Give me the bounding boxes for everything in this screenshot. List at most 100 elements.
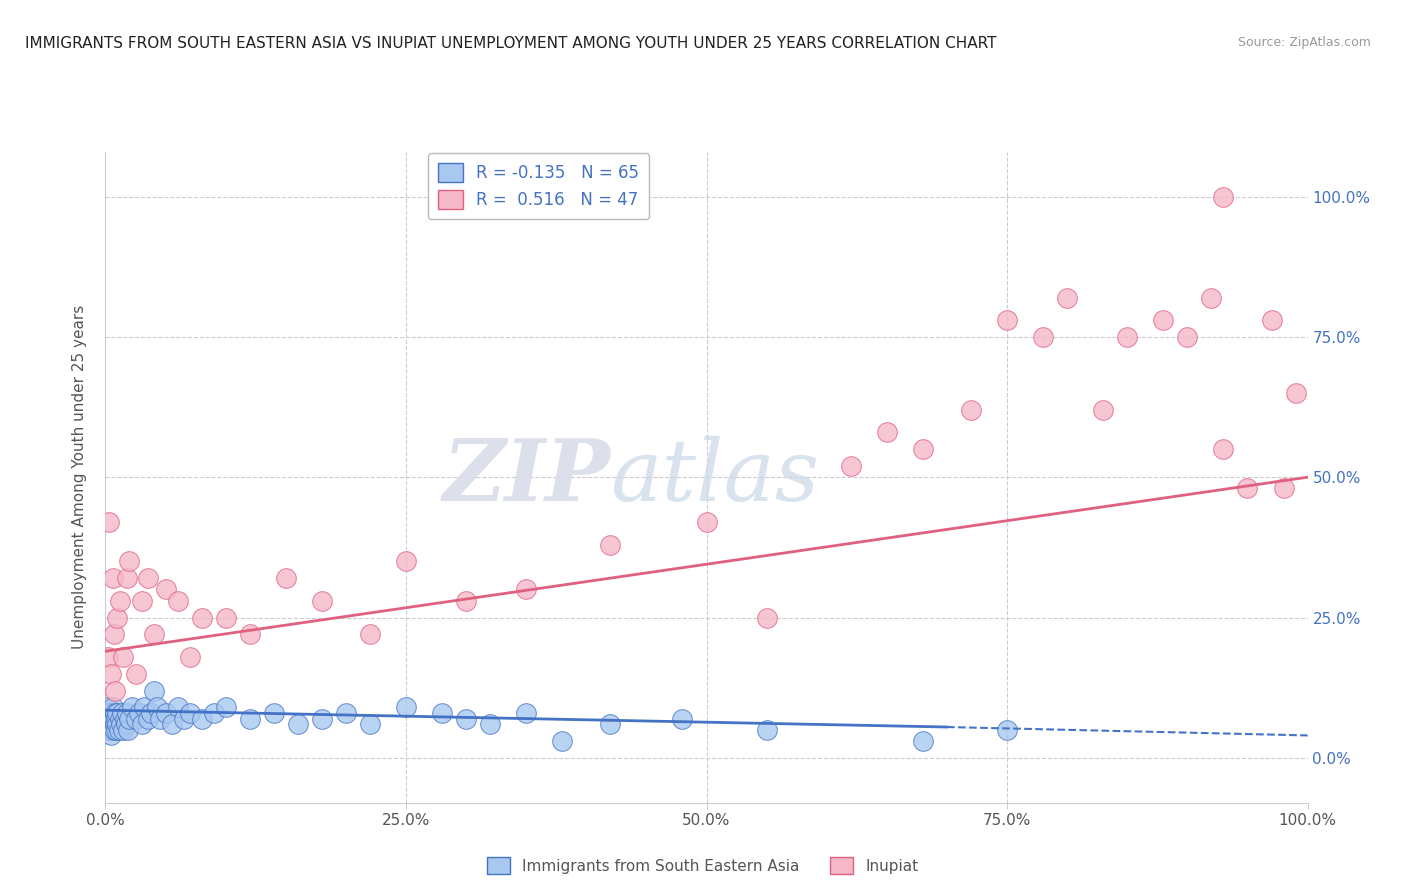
Point bbox=[112, 723, 135, 737]
Point bbox=[118, 554, 141, 568]
Point bbox=[98, 717, 121, 731]
Point bbox=[1236, 482, 1258, 496]
Point bbox=[98, 723, 121, 737]
Text: atlas: atlas bbox=[610, 436, 820, 518]
Point bbox=[124, 666, 146, 681]
Legend: R = -0.135   N = 65, R =  0.516   N = 47: R = -0.135 N = 65, R = 0.516 N = 47 bbox=[427, 153, 650, 219]
Point bbox=[128, 706, 150, 720]
Point bbox=[107, 717, 129, 731]
Point bbox=[136, 712, 159, 726]
Point bbox=[395, 554, 418, 568]
Text: IMMIGRANTS FROM SOUTH EASTERN ASIA VS INUPIAT UNEMPLOYMENT AMONG YOUTH UNDER 25 : IMMIGRANTS FROM SOUTH EASTERN ASIA VS IN… bbox=[25, 36, 997, 51]
Point bbox=[755, 610, 778, 624]
Point bbox=[107, 706, 129, 720]
Point bbox=[287, 717, 309, 731]
Text: Source: ZipAtlas.com: Source: ZipAtlas.com bbox=[1237, 36, 1371, 49]
Point bbox=[98, 515, 121, 529]
Point bbox=[110, 717, 132, 731]
Point bbox=[107, 610, 129, 624]
Point bbox=[121, 700, 143, 714]
Point bbox=[160, 717, 183, 731]
Point bbox=[1116, 330, 1139, 344]
Point bbox=[132, 700, 155, 714]
Point bbox=[97, 649, 120, 664]
Point bbox=[107, 723, 129, 737]
Point bbox=[190, 712, 212, 726]
Point bbox=[100, 728, 122, 742]
Point bbox=[179, 649, 201, 664]
Point bbox=[214, 700, 236, 714]
Point bbox=[311, 712, 333, 726]
Point bbox=[104, 683, 127, 698]
Point bbox=[599, 717, 621, 731]
Point bbox=[911, 442, 934, 457]
Point bbox=[202, 706, 225, 720]
Point bbox=[1272, 482, 1295, 496]
Point bbox=[274, 571, 297, 585]
Point bbox=[155, 706, 177, 720]
Point bbox=[239, 627, 262, 641]
Point bbox=[114, 712, 136, 726]
Point bbox=[142, 683, 165, 698]
Point bbox=[551, 734, 574, 748]
Point bbox=[1201, 291, 1223, 305]
Point bbox=[839, 458, 862, 473]
Text: ZIP: ZIP bbox=[443, 435, 610, 519]
Point bbox=[995, 313, 1018, 327]
Point bbox=[239, 712, 262, 726]
Point bbox=[876, 425, 898, 440]
Point bbox=[1152, 313, 1174, 327]
Point bbox=[100, 666, 122, 681]
Point bbox=[115, 571, 138, 585]
Point bbox=[97, 700, 120, 714]
Point bbox=[131, 593, 153, 607]
Point bbox=[131, 717, 153, 731]
Point bbox=[166, 700, 188, 714]
Point bbox=[100, 706, 122, 720]
Point bbox=[103, 712, 125, 726]
Point bbox=[148, 712, 170, 726]
Point bbox=[515, 582, 537, 597]
Point bbox=[911, 734, 934, 748]
Point bbox=[101, 712, 124, 726]
Point bbox=[395, 700, 418, 714]
Point bbox=[100, 717, 122, 731]
Point bbox=[1212, 189, 1234, 203]
Point bbox=[1284, 386, 1306, 401]
Point bbox=[263, 706, 285, 720]
Point bbox=[101, 700, 124, 714]
Point bbox=[115, 706, 138, 720]
Point bbox=[117, 723, 139, 737]
Point bbox=[1056, 291, 1078, 305]
Point bbox=[599, 538, 621, 552]
Point bbox=[155, 582, 177, 597]
Point bbox=[359, 717, 381, 731]
Point bbox=[359, 627, 381, 641]
Point bbox=[115, 717, 138, 731]
Point bbox=[696, 515, 718, 529]
Point bbox=[960, 402, 983, 417]
Point bbox=[101, 571, 124, 585]
Point bbox=[104, 717, 127, 731]
Point bbox=[190, 610, 212, 624]
Point bbox=[139, 706, 162, 720]
Point bbox=[671, 712, 693, 726]
Point bbox=[105, 723, 128, 737]
Point bbox=[179, 706, 201, 720]
Point bbox=[1032, 330, 1054, 344]
Point bbox=[96, 712, 118, 726]
Point bbox=[1260, 313, 1282, 327]
Y-axis label: Unemployment Among Youth under 25 years: Unemployment Among Youth under 25 years bbox=[72, 305, 87, 649]
Point bbox=[454, 593, 477, 607]
Point bbox=[335, 706, 357, 720]
Point bbox=[515, 706, 537, 720]
Point bbox=[454, 712, 477, 726]
Point bbox=[1212, 442, 1234, 457]
Point bbox=[142, 627, 165, 641]
Point bbox=[108, 712, 131, 726]
Point bbox=[103, 723, 125, 737]
Point bbox=[111, 706, 134, 720]
Point bbox=[136, 571, 159, 585]
Point bbox=[166, 593, 188, 607]
Point bbox=[112, 649, 135, 664]
